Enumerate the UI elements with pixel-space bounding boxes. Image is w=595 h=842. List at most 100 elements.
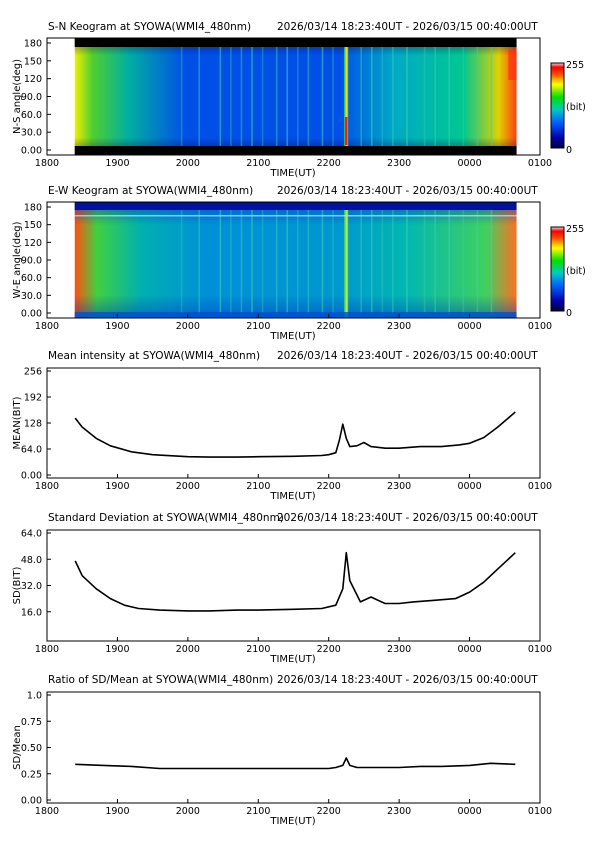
keogram-streak	[332, 42, 334, 151]
keogram-streak	[321, 42, 324, 151]
x-tick-label: 1800	[35, 644, 59, 655]
colorbar-max-label: 255	[566, 224, 584, 235]
chart-title: E-W Keogram at SYOWA(WMI4_480nm)	[48, 185, 253, 197]
x-tick-label: 2200	[317, 158, 341, 169]
y-tick-label: 30.0	[21, 291, 42, 302]
keogram-streak	[297, 206, 299, 314]
keogram-streak	[462, 42, 465, 151]
keogram-top-band	[74, 38, 517, 47]
y-tick-label: 0.00	[21, 471, 42, 482]
colorbar-max-label: 255	[566, 60, 584, 71]
keogram-top-band	[74, 202, 517, 210]
keogram-streak	[476, 206, 479, 314]
keogram-streak	[307, 42, 310, 151]
mean-series-line	[74, 411, 516, 458]
keogram-streak	[307, 206, 310, 314]
y-tick-label: 48.0	[21, 555, 42, 566]
keogram-spike-core	[345, 42, 348, 151]
keogram-streak	[180, 206, 183, 314]
keogram-streak	[462, 206, 465, 314]
keogram-shading	[74, 38, 517, 155]
sd-series-line	[74, 551, 516, 612]
keogram-bottom-band	[74, 312, 517, 318]
x-tick-label: 2300	[387, 644, 411, 655]
y-tick-label: 180	[24, 203, 42, 214]
plot-frame	[46, 691, 541, 804]
keogram-streak	[219, 206, 222, 314]
colorbar	[550, 226, 565, 312]
keogram-streak	[434, 42, 436, 151]
y-tick-label: 0.00	[21, 796, 42, 807]
y-tick-label: 192	[24, 393, 42, 404]
x-tick-label: 2200	[317, 644, 341, 655]
keogram-streak	[448, 206, 451, 314]
keogram-bottom-band	[74, 146, 517, 155]
x-tick-label: 1800	[35, 321, 59, 332]
sd-panel: Standard Deviation at SYOWA(WMI4_480nm)2…	[12, 512, 552, 665]
x-tick-label: 1900	[105, 644, 129, 655]
x-tick-label: 2000	[176, 806, 200, 817]
y-tick-label: 16.0	[21, 607, 42, 618]
y-tick-label: 128	[24, 419, 42, 430]
x-tick-label: 2300	[387, 806, 411, 817]
x-tick-label: 2100	[246, 158, 270, 169]
x-tick-label: 0100	[528, 158, 552, 169]
keogram-streak	[490, 206, 493, 314]
plot-frame	[46, 529, 541, 642]
x-tick-label: 1900	[105, 806, 129, 817]
keogram-streak	[240, 206, 243, 314]
x-tick-label: 2300	[387, 321, 411, 332]
plot-frame	[46, 367, 541, 479]
x-tick-label: 2200	[317, 321, 341, 332]
plot-frame	[46, 37, 541, 156]
chart-title: S-N Keogram at SYOWA(WMI4_480nm)	[48, 21, 251, 33]
time-range: 2026/03/14 18:23:40UT - 2026/03/15 00:40…	[277, 512, 538, 524]
x-tick-label: 0100	[528, 806, 552, 817]
ratio-series-line	[75, 757, 516, 770]
time-range: 2026/03/14 18:23:40UT - 2026/03/15 00:40…	[277, 350, 538, 362]
keogram-streak	[198, 206, 201, 314]
keogram-streak	[448, 42, 451, 151]
x-tick-label: 1900	[105, 321, 129, 332]
y-tick-label: 0.50	[21, 743, 42, 754]
y-tick-label: 256	[24, 367, 42, 378]
y-axis-label: SD/Mean	[12, 725, 23, 770]
keogram-spike-core	[345, 206, 348, 314]
keogram-shading	[74, 202, 517, 318]
keogram-streak	[392, 206, 394, 314]
x-axis-label: TIME(UT)	[269, 331, 315, 342]
keogram-streak	[261, 206, 264, 314]
y-axis-label: MEAN(BIT)	[12, 396, 23, 449]
time-range: 2026/03/14 18:23:40UT - 2026/03/15 00:40…	[277, 185, 538, 197]
colorbar-min-label: 0	[566, 145, 572, 156]
keogram-streak	[180, 42, 183, 151]
x-tick-label: 1900	[105, 481, 129, 492]
y-axis-label: SD(BIT)	[12, 567, 23, 605]
keogram-streak	[261, 42, 264, 151]
colorbar-unit-label: (bit)	[566, 266, 586, 277]
y-axis-label: N-S angle(deg)	[12, 59, 23, 134]
y-tick-label: 30.0	[21, 128, 42, 139]
keogram-streak	[434, 206, 436, 314]
keogram-streak	[423, 206, 426, 314]
keogram-streak	[360, 42, 363, 151]
keogram-streak	[490, 42, 493, 151]
keogram-streak	[381, 42, 384, 151]
x-tick-label: 0000	[457, 158, 481, 169]
keogram-streak	[406, 206, 408, 314]
chart-title: Ratio of SD/Mean at SYOWA(WMI4_480nm)	[48, 674, 273, 686]
keogram-streak	[219, 42, 222, 151]
y-tick-label: 120	[24, 74, 42, 85]
keogram-streak	[381, 206, 384, 314]
y-axis-label: W-E angle(deg)	[12, 221, 23, 298]
y-tick-label: 0.00	[21, 309, 42, 320]
keogram-streak	[230, 42, 232, 151]
x-tick-label: 2100	[246, 481, 270, 492]
time-range: 2026/03/14 18:23:40UT - 2026/03/15 00:40…	[277, 21, 538, 33]
keogram-streak	[370, 206, 373, 314]
y-tick-label: 64.0	[21, 529, 42, 540]
time-range: 2026/03/14 18:23:40UT - 2026/03/15 00:40…	[277, 674, 538, 686]
y-tick-label: 180	[24, 39, 42, 50]
x-tick-label: 2100	[246, 321, 270, 332]
